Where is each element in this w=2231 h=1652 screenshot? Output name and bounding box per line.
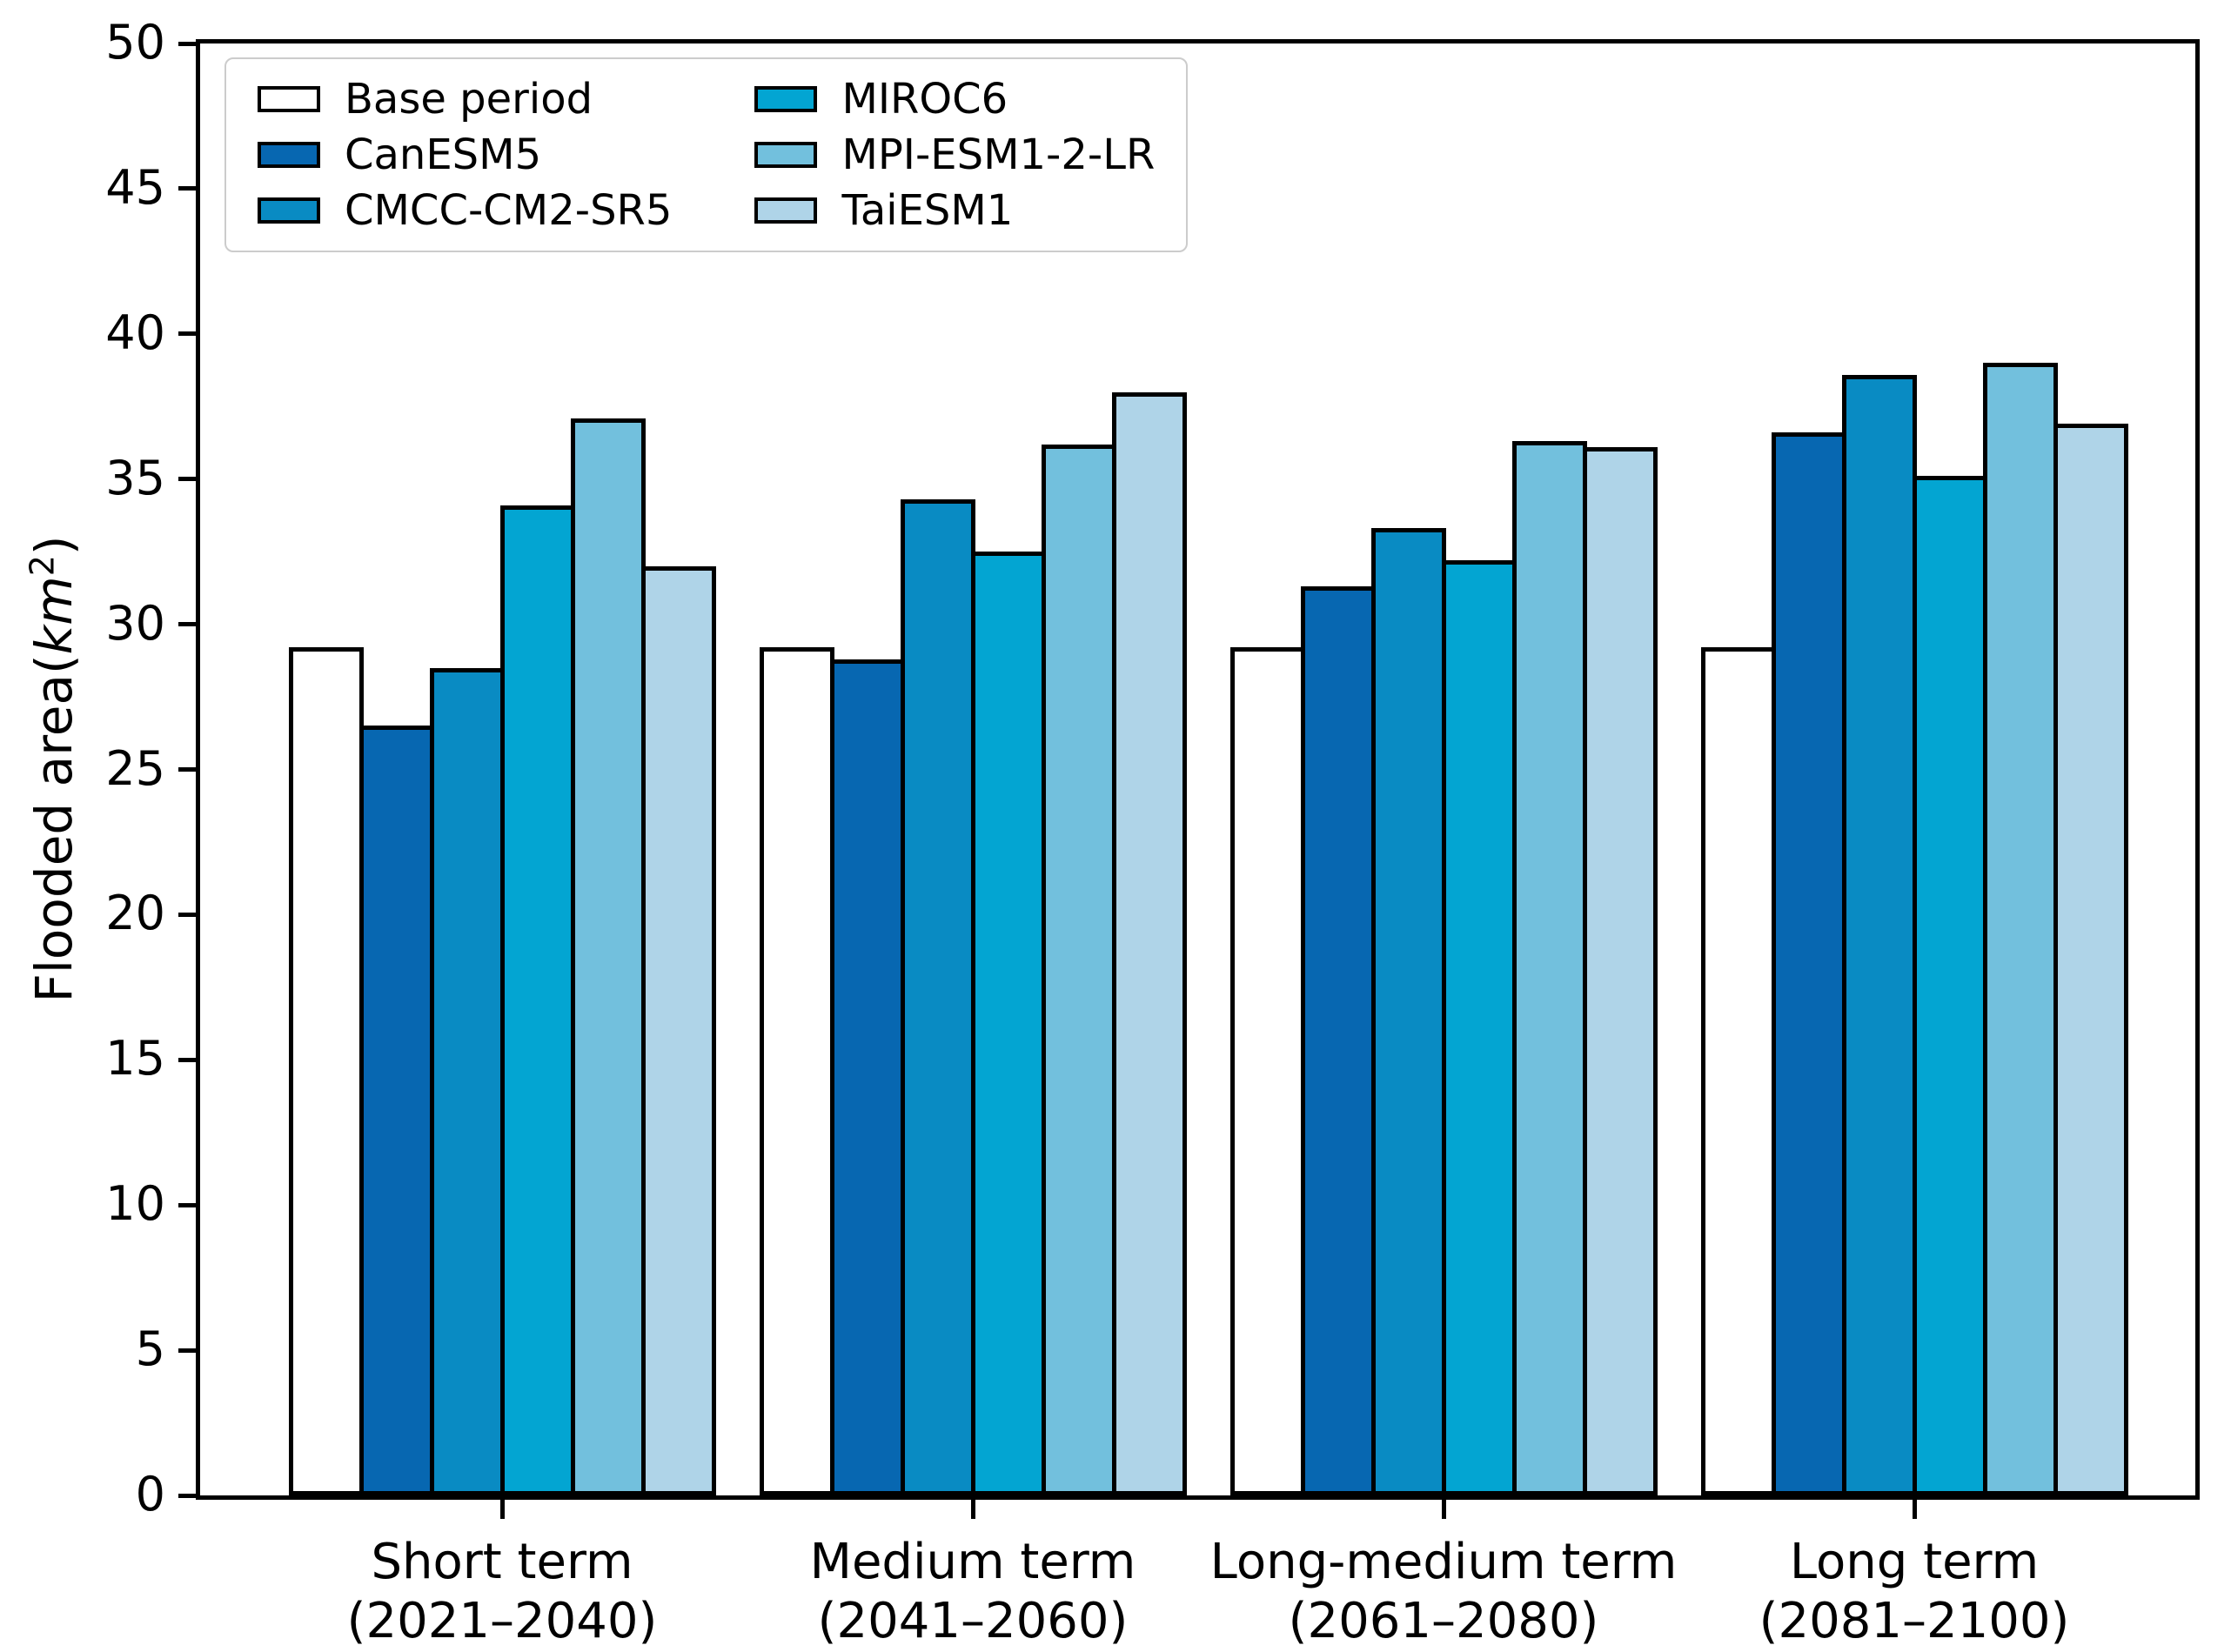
y-tick-mark bbox=[178, 1202, 196, 1207]
y-tick-mark bbox=[178, 331, 196, 337]
y-tick-mark bbox=[178, 1057, 196, 1062]
bar-cmcc-cm2-sr5-group3 bbox=[1370, 528, 1446, 1495]
x-category-label-line: (2081–2100) bbox=[1759, 1593, 2070, 1650]
y-tick-label: 50 bbox=[105, 15, 165, 70]
y-tick-label: 40 bbox=[105, 304, 165, 360]
y-tick-mark bbox=[178, 477, 196, 482]
y-tick-mark bbox=[178, 622, 196, 627]
x-category-label: Long-medium term (2061–2080) bbox=[1165, 1533, 1722, 1652]
y-tick-mark bbox=[178, 1348, 196, 1353]
x-category-label-line: (2021–2040) bbox=[346, 1593, 658, 1650]
bar-mpi-esm1-2-lr-group4 bbox=[1982, 363, 2058, 1495]
bar-cmcc-cm2-sr5-group4 bbox=[1841, 374, 1917, 1495]
y-tick-mark bbox=[178, 767, 196, 772]
bar-base-period-group1 bbox=[288, 647, 364, 1495]
legend-swatch-mpi-esm1-2-lr bbox=[754, 142, 818, 168]
plot-area: Base period CanESM5 CMCC-CM2-SR5 MIROC6 MPI-… bbox=[105, 19, 2200, 1649]
y-tick-label: 5 bbox=[135, 1321, 165, 1377]
bar-miroc6-group1 bbox=[499, 505, 575, 1495]
legend-item-miroc6: MIROC6 bbox=[754, 78, 1155, 120]
bar-miroc6-group4 bbox=[1912, 476, 1987, 1495]
legend-item-cmcc-cm2-sr5: CMCC-CM2-SR5 bbox=[258, 190, 672, 231]
x-category-label-line: (2061–2080) bbox=[1288, 1593, 1599, 1650]
bar-cmcc-cm2-sr5-group1 bbox=[429, 667, 505, 1495]
legend-swatch-taiesm1 bbox=[754, 197, 818, 224]
legend-label: TaiESM1 bbox=[841, 186, 1014, 235]
bar-base-period-group2 bbox=[759, 647, 834, 1495]
legend-swatch-cmcc-cm2-sr5 bbox=[258, 197, 320, 224]
legend-swatch-base-period bbox=[258, 86, 320, 112]
y-tick-mark bbox=[178, 912, 196, 917]
x-category-label-line: Long-medium term bbox=[1209, 1534, 1678, 1590]
bar-taiesm1-group2 bbox=[1111, 391, 1187, 1495]
x-category-label-line: (2041–2060) bbox=[817, 1593, 1129, 1650]
bar-base-period-group4 bbox=[1700, 647, 1776, 1495]
bar-base-period-group3 bbox=[1229, 647, 1305, 1495]
bar-cmcc-cm2-sr5-group2 bbox=[900, 499, 975, 1495]
legend: Base period CanESM5 CMCC-CM2-SR5 MIROC6 MPI-… bbox=[224, 57, 1189, 252]
x-tick-mark bbox=[1912, 1500, 1917, 1519]
bar-miroc6-group2 bbox=[970, 552, 1046, 1495]
y-tick-label: 30 bbox=[105, 595, 165, 651]
y-axis-label-suffix: ) bbox=[24, 535, 84, 556]
bar-mpi-esm1-2-lr-group2 bbox=[1041, 444, 1116, 1495]
legend-label: Base period bbox=[345, 75, 593, 124]
legend-label: CMCC-CM2-SR5 bbox=[345, 186, 673, 235]
bar-canesm5-group3 bbox=[1300, 586, 1376, 1495]
bar-canesm5-group4 bbox=[1771, 432, 1846, 1495]
y-tick-label: 15 bbox=[105, 1031, 165, 1087]
bar-mpi-esm1-2-lr-group1 bbox=[570, 418, 646, 1495]
y-tick-label: 25 bbox=[105, 740, 165, 796]
bar-taiesm1-group4 bbox=[2053, 424, 2128, 1495]
y-tick-label: 20 bbox=[105, 886, 165, 941]
bar-taiesm1-group1 bbox=[640, 565, 716, 1495]
bar-mpi-esm1-2-lr-group3 bbox=[1511, 441, 1587, 1495]
y-axis-label-prefix: Flooded area( bbox=[24, 654, 84, 1003]
x-category-label: Medium term (2041–2060) bbox=[694, 1533, 1251, 1652]
y-tick-mark bbox=[178, 1493, 196, 1498]
bar-canesm5-group1 bbox=[358, 726, 434, 1495]
x-tick-mark bbox=[499, 1500, 505, 1519]
y-tick-label: 45 bbox=[105, 159, 165, 215]
bar-canesm5-group2 bbox=[829, 659, 905, 1495]
y-axis-label-exponent: 2 bbox=[23, 555, 62, 577]
y-tick-label: 10 bbox=[105, 1176, 165, 1232]
legend-swatch-miroc6 bbox=[754, 86, 818, 112]
x-tick-mark bbox=[1441, 1500, 1446, 1519]
bar-miroc6-group3 bbox=[1441, 560, 1517, 1495]
legend-label: MPI-ESM1-2-LR bbox=[841, 130, 1156, 179]
legend-label: CanESM5 bbox=[345, 130, 542, 179]
x-category-label-line: Long term bbox=[1789, 1534, 2040, 1590]
legend-item-mpi-esm1-2-lr: MPI-ESM1-2-LR bbox=[754, 134, 1155, 176]
x-tick-mark bbox=[970, 1500, 975, 1519]
legend-item-base-period: Base period bbox=[258, 78, 672, 120]
y-tick-label: 0 bbox=[135, 1467, 165, 1522]
x-category-label: Long term (2081–2100) bbox=[1636, 1533, 2193, 1652]
bar-taiesm1-group3 bbox=[1582, 446, 1658, 1495]
x-category-label: Short term (2021–2040) bbox=[224, 1533, 781, 1652]
legend-label: MIROC6 bbox=[841, 75, 1008, 124]
x-category-label-line: Short term bbox=[371, 1534, 633, 1590]
y-tick-label: 35 bbox=[105, 450, 165, 505]
y-tick-mark bbox=[178, 186, 196, 191]
y-tick-mark bbox=[178, 41, 196, 46]
legend-item-canesm5: CanESM5 bbox=[258, 134, 672, 176]
x-category-label-line: Medium term bbox=[809, 1534, 1136, 1590]
legend-item-taiesm1: TaiESM1 bbox=[754, 190, 1155, 231]
legend-swatch-canesm5 bbox=[258, 142, 320, 168]
